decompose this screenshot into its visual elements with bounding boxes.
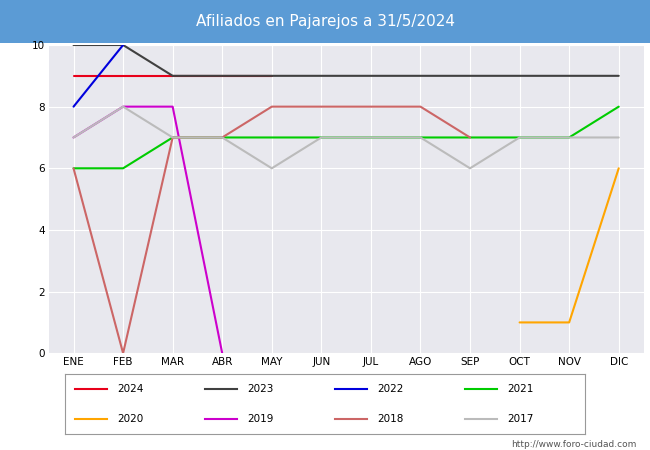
Text: 2023: 2023 [247, 384, 274, 394]
Text: 2017: 2017 [507, 414, 534, 424]
Text: 2018: 2018 [377, 414, 404, 424]
Text: 2022: 2022 [377, 384, 404, 394]
Text: 2019: 2019 [247, 414, 274, 424]
Text: http://www.foro-ciudad.com: http://www.foro-ciudad.com [512, 440, 637, 449]
Text: Afiliados en Pajarejos a 31/5/2024: Afiliados en Pajarejos a 31/5/2024 [196, 14, 454, 29]
Text: 2021: 2021 [507, 384, 534, 394]
Text: 2024: 2024 [117, 384, 144, 394]
Text: 2020: 2020 [117, 414, 143, 424]
